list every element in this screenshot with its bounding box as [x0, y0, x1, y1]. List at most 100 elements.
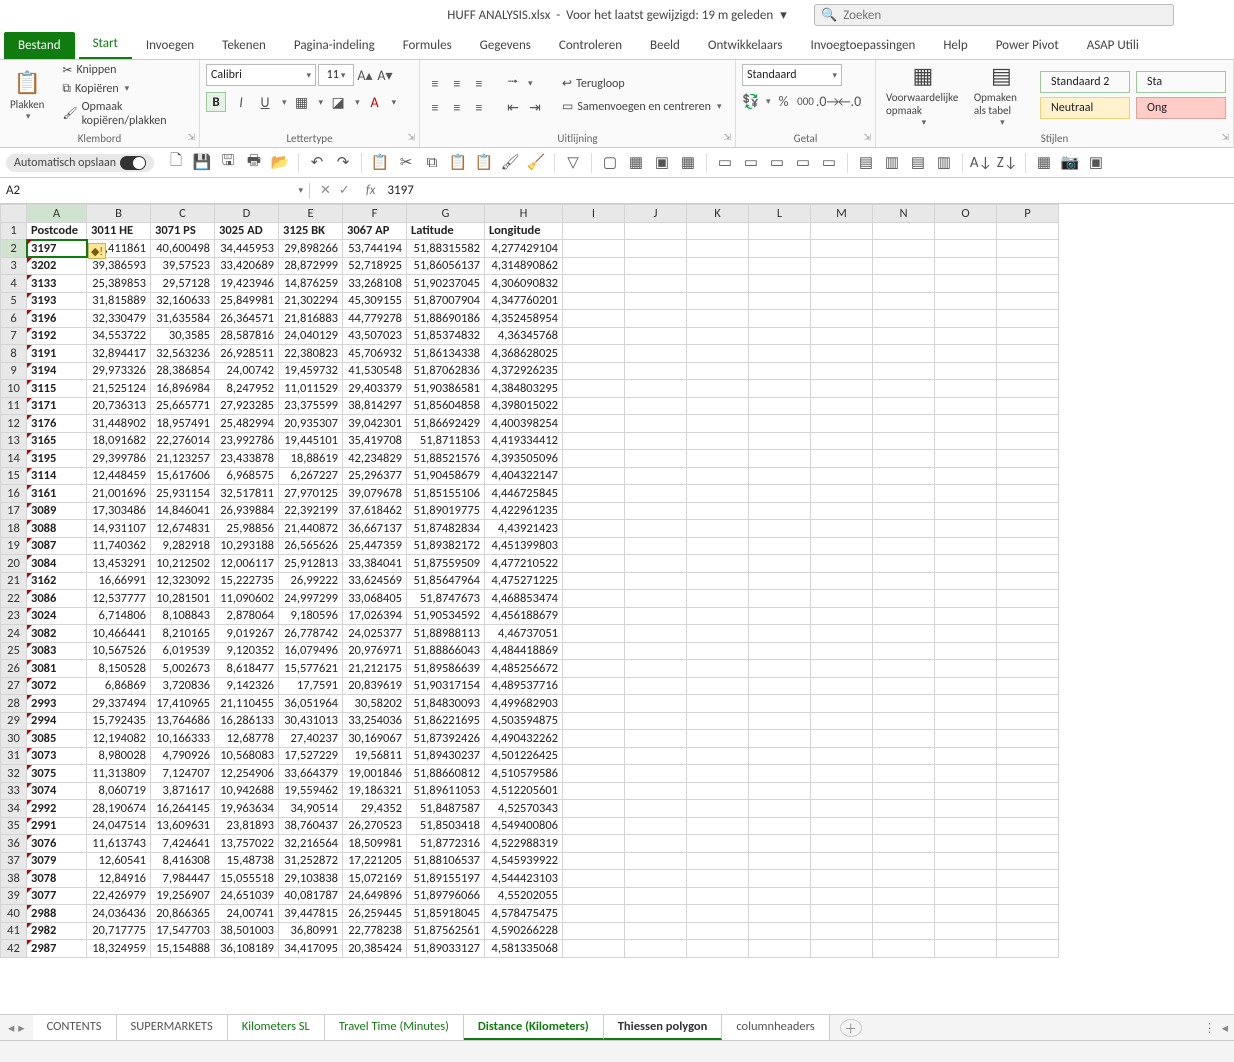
cell[interactable]: 51,87007904 — [407, 292, 485, 310]
cell[interactable] — [935, 642, 997, 660]
cell[interactable]: 22,778238 — [343, 922, 407, 940]
cell[interactable] — [749, 345, 811, 363]
cell[interactable] — [997, 817, 1059, 835]
cell[interactable]: 18,509981 — [343, 835, 407, 853]
cell[interactable]: 32,517811 — [215, 485, 279, 503]
font-name-combo[interactable]: Calibri▾ — [206, 64, 316, 86]
cell[interactable] — [749, 940, 811, 958]
cell[interactable]: 15,617606 — [151, 467, 215, 485]
cell[interactable]: 36,80991 — [279, 922, 343, 940]
cell[interactable]: 24,025377 — [343, 625, 407, 643]
cell[interactable]: 29,337494 — [87, 695, 151, 713]
cell[interactable] — [625, 695, 687, 713]
cell[interactable] — [749, 677, 811, 695]
wrap-text-button[interactable]: ↩Terugloop — [558, 75, 726, 92]
cell[interactable]: 8,210165 — [151, 625, 215, 643]
cell[interactable] — [749, 800, 811, 818]
cell[interactable]: 12,323092 — [151, 572, 215, 590]
cell[interactable]: 33,254036 — [343, 712, 407, 730]
cell[interactable]: 24,00741 — [215, 905, 279, 923]
sheet-tab[interactable]: columnheaders — [722, 1015, 829, 1040]
row-header[interactable]: 4 — [1, 275, 27, 293]
column-header[interactable]: A — [27, 205, 87, 223]
cell[interactable]: 51,88690186 — [407, 310, 485, 328]
cell[interactable]: 5,002673 — [151, 660, 215, 678]
cell[interactable] — [935, 940, 997, 958]
cell[interactable]: 39,079678 — [343, 485, 407, 503]
cell[interactable]: 2,878064 — [215, 607, 279, 625]
cell[interactable]: 27,923285 — [215, 397, 279, 415]
cell[interactable] — [749, 887, 811, 905]
copy-icon[interactable]: ⧉ — [420, 151, 444, 175]
cell[interactable]: 51,88988113 — [407, 625, 485, 643]
cell[interactable]: 3191 — [27, 345, 87, 363]
cell[interactable]: 4,352458954 — [485, 310, 563, 328]
cell[interactable]: 33,268108 — [343, 275, 407, 293]
cell[interactable]: 3,871617 — [151, 782, 215, 800]
cell[interactable]: 26,928511 — [215, 345, 279, 363]
cell[interactable] — [811, 502, 873, 520]
column-header[interactable]: G — [407, 205, 485, 223]
cell[interactable]: Postcode — [27, 222, 87, 240]
column-header[interactable]: O — [935, 205, 997, 223]
cell[interactable] — [935, 432, 997, 450]
cell[interactable]: 26,364571 — [215, 310, 279, 328]
cell[interactable]: 10,568083 — [215, 747, 279, 765]
screenshot-icon[interactable]: ▣ — [1084, 151, 1108, 175]
cell[interactable]: 8,060719 — [87, 782, 151, 800]
cell[interactable] — [935, 327, 997, 345]
ribbon-tab-help[interactable]: Help — [929, 32, 981, 59]
cell[interactable] — [625, 327, 687, 345]
tab-list-icon[interactable]: ⋮ — [1203, 1020, 1216, 1036]
column-header[interactable]: P — [997, 205, 1059, 223]
cell[interactable] — [935, 677, 997, 695]
autosave-toggle[interactable]: Automatisch opslaan — [6, 154, 154, 172]
cell[interactable]: 23,433878 — [215, 450, 279, 468]
cell[interactable]: 10,942688 — [215, 782, 279, 800]
cell[interactable]: 3192 — [27, 327, 87, 345]
delete-icon[interactable]: ▭ — [817, 151, 841, 175]
cell[interactable] — [563, 485, 625, 503]
cell[interactable] — [625, 555, 687, 573]
cell[interactable]: 26,259445 — [343, 905, 407, 923]
cell[interactable]: 29,973326 — [87, 362, 151, 380]
row-header[interactable]: 41 — [1, 922, 27, 940]
paste-button[interactable]: 📋 Plakken▾ — [6, 67, 48, 124]
cell[interactable]: 17,026394 — [343, 607, 407, 625]
row-header[interactable]: 7 — [1, 327, 27, 345]
border-thick-icon[interactable]: ▦ — [676, 151, 700, 175]
row-header[interactable]: 27 — [1, 677, 27, 695]
decrease-font-icon[interactable]: A▾ — [376, 66, 394, 84]
sort-desc-icon[interactable]: Z↓ — [995, 151, 1019, 175]
cell[interactable] — [749, 817, 811, 835]
row-header[interactable]: 40 — [1, 905, 27, 923]
cell[interactable] — [873, 327, 935, 345]
title-dropdown-icon[interactable]: ▾ — [780, 8, 787, 23]
cell[interactable] — [935, 450, 997, 468]
cell[interactable] — [997, 852, 1059, 870]
cell[interactable] — [935, 800, 997, 818]
cell[interactable]: 51,88866043 — [407, 642, 485, 660]
cell[interactable] — [811, 520, 873, 538]
increase-font-icon[interactable]: A▴ — [356, 66, 374, 84]
cell[interactable] — [811, 625, 873, 643]
cell[interactable] — [935, 257, 997, 275]
cell[interactable] — [687, 415, 749, 433]
cell[interactable]: 51,88315582 — [407, 240, 485, 258]
cell[interactable] — [935, 607, 997, 625]
cell[interactable] — [625, 502, 687, 520]
cell[interactable] — [749, 432, 811, 450]
cell[interactable]: 17,547703 — [151, 922, 215, 940]
cell[interactable] — [935, 380, 997, 398]
cell[interactable] — [563, 817, 625, 835]
ribbon-tab-ontwikkelaars[interactable]: Ontwikkelaars — [694, 32, 797, 59]
italic-button[interactable]: I — [232, 93, 250, 111]
cell[interactable]: 10,293188 — [215, 537, 279, 555]
merge-across-icon[interactable]: ▭ — [739, 151, 763, 175]
cell[interactable] — [997, 642, 1059, 660]
cell[interactable] — [563, 660, 625, 678]
cell[interactable] — [749, 502, 811, 520]
cell[interactable] — [625, 660, 687, 678]
cell[interactable]: 25,389853 — [87, 275, 151, 293]
cell[interactable]: 19,559462 — [279, 782, 343, 800]
